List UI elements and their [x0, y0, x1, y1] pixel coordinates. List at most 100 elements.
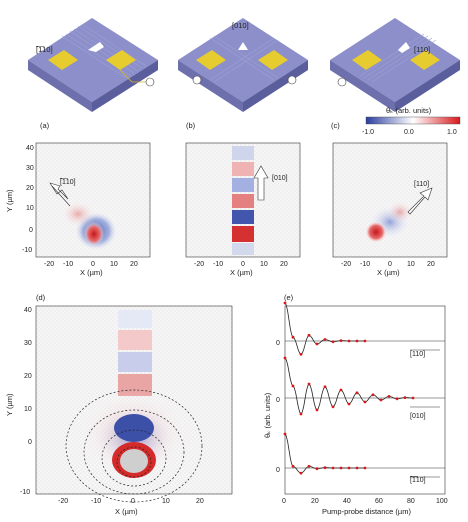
- map-panel-a: [̅1̅10] 40 30 20 10 0 -10 -20 -10 0 10 2…: [5, 142, 151, 277]
- trace-point: [323, 338, 327, 341]
- map-panel-d: 40 30 20 10 0 -10 -20 -10 0 10 20 X (µm)…: [5, 305, 233, 516]
- trace-point: [299, 352, 303, 356]
- trace-point: [315, 342, 319, 346]
- panel-label-d: (d): [36, 293, 46, 302]
- trace-point: [315, 408, 319, 412]
- xtick-d-20: 20: [196, 498, 204, 505]
- trace-point: [339, 388, 343, 392]
- trace-point: [371, 393, 375, 397]
- ytick-d-m10: -10: [20, 489, 30, 496]
- map-panel-c: [110] -20 -10 0 10 20 X (µm): [332, 142, 448, 277]
- trace-point: [347, 466, 351, 470]
- zero-label-1: 0: [276, 340, 280, 347]
- xtick-d-10: 10: [162, 498, 170, 505]
- xtick-e-100: 100: [436, 498, 448, 505]
- trace-point: [411, 396, 415, 400]
- trace-label-010: [010]: [410, 413, 426, 420]
- panel-label-e: (e): [284, 293, 294, 302]
- ytick-a-m10: -10: [22, 247, 32, 254]
- ytick-d-40: 40: [24, 307, 32, 314]
- trace-point: [315, 467, 319, 471]
- trace-point: [283, 301, 287, 305]
- xtick-d-m20: -20: [58, 498, 68, 505]
- xtick-b-20: 20: [280, 261, 288, 268]
- panel-label-b: (b): [186, 121, 196, 130]
- xtick-e-60: 60: [375, 498, 383, 505]
- trace-point: [299, 471, 303, 475]
- colorbar-gradient: [365, 116, 461, 125]
- zero-label-2: 0: [276, 397, 280, 404]
- panel-label-a: (a): [40, 121, 50, 130]
- xtick-b-m10: -10: [213, 261, 223, 268]
- colorbar-tick-zero: 0.0: [404, 129, 414, 136]
- zero-label-3: 0: [276, 467, 280, 474]
- trace-panel-e: 0 0 0 [110] [010] [̅1̅10] 0 20 40 60 80 …: [263, 301, 448, 516]
- trace-point: [347, 339, 351, 343]
- xtick-a-m20: -20: [44, 261, 54, 268]
- trace-point: [331, 466, 335, 470]
- trace-point: [403, 396, 407, 399]
- ytick-a-20: 20: [26, 185, 34, 192]
- trace-point: [299, 412, 303, 416]
- trace-point: [323, 466, 327, 470]
- trace-point: [355, 391, 359, 395]
- xtick-b-m20: -20: [194, 261, 204, 268]
- arrow-label-a: [̅1̅10]: [59, 178, 76, 186]
- xlabel-e: Pump-probe distance (µm): [322, 507, 411, 516]
- device-schematic-c: [110]: [330, 18, 460, 112]
- trace-group: [283, 301, 445, 478]
- arrow-label-c: [110]: [414, 181, 429, 188]
- trace-point: [355, 339, 359, 343]
- colorbar-tick-min: -1.0: [362, 129, 374, 136]
- xtick-a-10: 10: [110, 261, 118, 268]
- xtick-e-40: 40: [343, 498, 351, 505]
- xtick-c-0: 0: [388, 261, 392, 268]
- trace-point: [307, 382, 311, 386]
- trace-point: [355, 466, 359, 470]
- xtick-c-20: 20: [427, 261, 435, 268]
- xtick-a-20: 20: [130, 261, 138, 268]
- xtick-c-10: 10: [407, 261, 415, 268]
- xlabel-b: X (µm): [230, 268, 253, 277]
- colorbar-tick-max: 1.0: [447, 129, 457, 136]
- ylabel-d: Y (µm): [5, 393, 14, 416]
- trace-point: [291, 384, 295, 388]
- trace-point: [363, 339, 367, 343]
- xlabel-a: X (µm): [80, 268, 103, 277]
- ytick-a-30: 30: [26, 165, 34, 172]
- xtick-b-0: 0: [241, 261, 245, 268]
- colorbar: θₖ (arb. units) -1.0 0.0 1.0: [362, 106, 461, 136]
- trace-point: [363, 400, 367, 404]
- trace-point: [323, 385, 327, 389]
- map-panel-b: [010] -20 -10 0 10 20 X (µm): [185, 142, 301, 277]
- xtick-e-20: 20: [311, 498, 319, 505]
- direction-label-b: [010]: [232, 21, 249, 30]
- direction-label-c: [110]: [414, 45, 430, 54]
- xtick-a-0: 0: [91, 261, 95, 268]
- device-schematic-b: [010]: [178, 18, 308, 112]
- xlabel-c: X (µm): [377, 268, 400, 277]
- ytick-a-0: 0: [29, 227, 33, 234]
- xtick-d-0: 0: [131, 498, 135, 505]
- xtick-e-0: 0: [282, 498, 286, 505]
- xtick-c-m10: -10: [360, 261, 370, 268]
- trace-point: [395, 397, 399, 401]
- trace-point: [283, 432, 287, 436]
- xtick-c-m20: -20: [341, 261, 351, 268]
- ytick-d-0: 0: [28, 439, 32, 446]
- device-schematic-a: [̅1̅10]: [28, 18, 158, 112]
- trace-point: [363, 466, 367, 470]
- ylabel-e: θₖ (arb. units): [263, 392, 272, 438]
- trace-label-110: [110]: [410, 351, 425, 358]
- trace-point: [307, 464, 311, 468]
- trace-point: [347, 402, 351, 406]
- xtick-a-m10: -10: [63, 261, 73, 268]
- trace-point: [291, 464, 295, 468]
- trace-point: [339, 466, 343, 470]
- direction-label-a: [̅1̅10]: [35, 45, 53, 54]
- ytick-d-10: 10: [24, 406, 32, 413]
- arrow-label-b: [010]: [272, 175, 288, 182]
- trace-label-m110: [̅1̅10]: [409, 476, 426, 484]
- xtick-b-10: 10: [260, 261, 268, 268]
